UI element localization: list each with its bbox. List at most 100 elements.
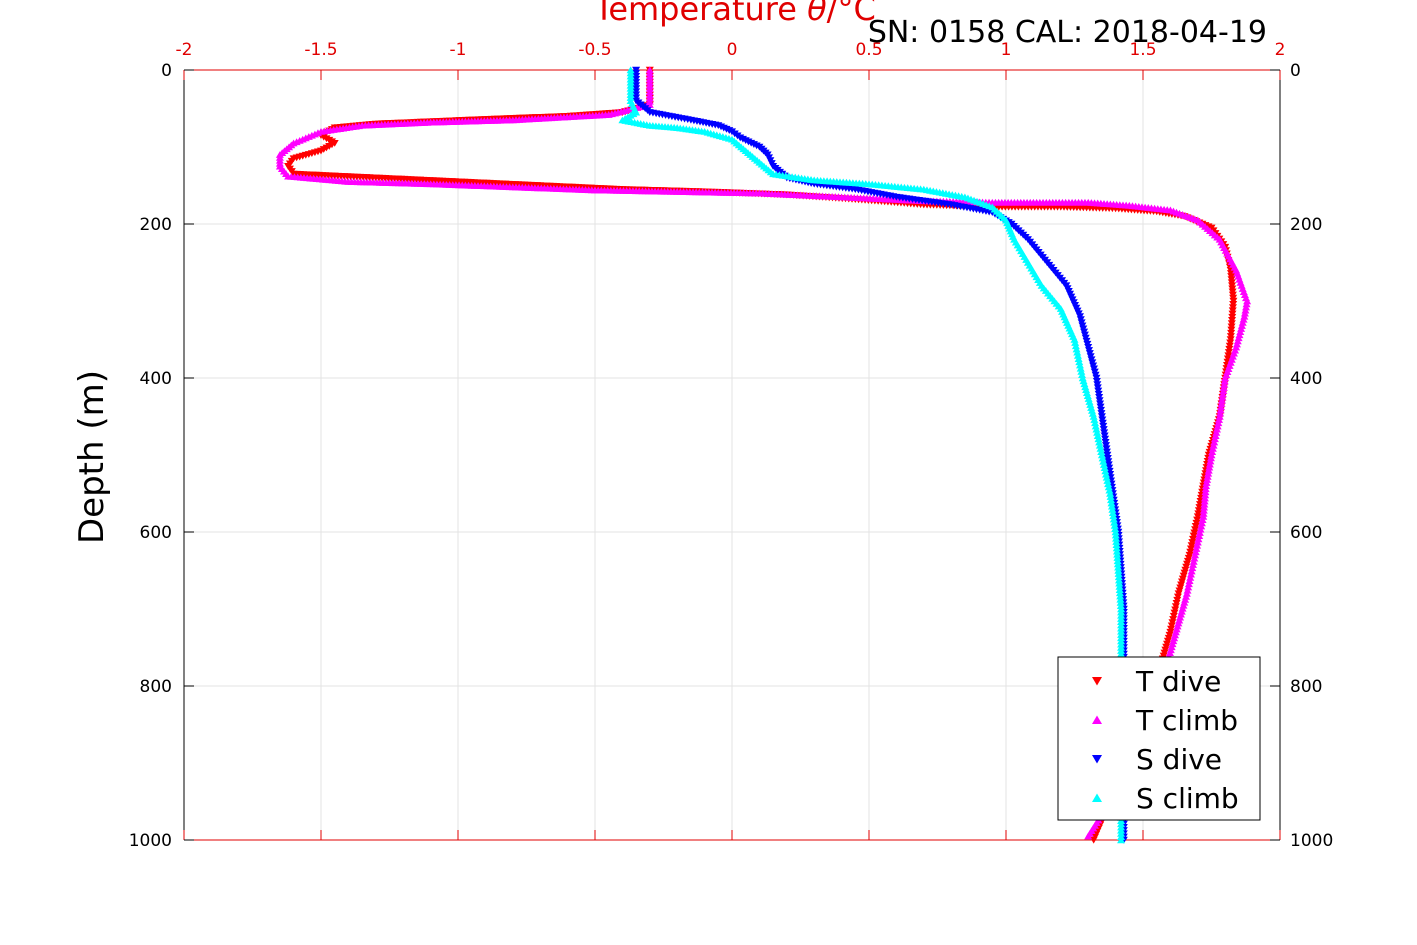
data-point — [1072, 345, 1081, 353]
data-point — [1201, 491, 1210, 499]
y-tick-label-left: 800 — [140, 677, 172, 697]
data-point — [1098, 454, 1107, 462]
data-point — [1211, 432, 1220, 439]
y-tick-label-right: 800 — [1290, 677, 1322, 697]
y-tick-label-right: 600 — [1290, 523, 1322, 543]
y-tick-label-left: 400 — [140, 369, 172, 389]
data-point — [1187, 567, 1196, 575]
data-point — [1191, 548, 1200, 556]
data-point — [1093, 432, 1102, 439]
data-point — [1097, 451, 1106, 459]
data-point — [1193, 541, 1202, 549]
data-point — [1084, 832, 1093, 840]
legend-marker — [1092, 755, 1102, 764]
data-point — [1183, 586, 1192, 594]
data-point — [1243, 297, 1252, 305]
data-series — [275, 66, 1252, 844]
title-unit: /°C — [827, 0, 876, 28]
data-point — [1114, 563, 1123, 571]
chart-title: Temperature θ/°C — [593, 0, 876, 28]
data-point — [1075, 358, 1084, 366]
legend-box — [1057, 656, 1261, 821]
data-point — [1205, 463, 1214, 471]
data-point — [1203, 472, 1212, 480]
data-point — [1201, 488, 1210, 496]
data-point — [1184, 580, 1193, 588]
data-point — [1115, 586, 1124, 593]
data-point — [1107, 496, 1116, 504]
data-point — [1196, 525, 1205, 533]
data-point — [1113, 560, 1122, 568]
legend-label: S dive — [1136, 743, 1222, 776]
y-tick-label-right: 1000 — [1290, 831, 1333, 851]
data-point — [1201, 485, 1210, 493]
data-point — [1090, 416, 1099, 423]
data-point — [1112, 547, 1121, 555]
data-point — [1097, 448, 1106, 455]
data-point — [1193, 538, 1202, 546]
data-point — [1101, 467, 1110, 475]
data-point — [1115, 589, 1124, 597]
data-point — [1215, 416, 1224, 423]
data-point — [1218, 396, 1227, 404]
data-point — [1212, 428, 1221, 436]
legend-marker — [1092, 715, 1102, 724]
data-point — [1116, 602, 1125, 609]
x-tick-label: -1 — [450, 40, 467, 60]
title-prefix: Temperature — [593, 0, 807, 28]
data-point — [1099, 461, 1108, 468]
y-axis-label: Depth (m) — [72, 370, 112, 544]
data-point — [1216, 406, 1225, 414]
data-point — [1217, 403, 1226, 411]
data-point — [1200, 494, 1209, 502]
data-point — [1192, 545, 1201, 552]
data-point — [1078, 371, 1087, 378]
data-point — [1073, 348, 1082, 356]
data-point — [1111, 528, 1120, 536]
data-point — [1240, 309, 1249, 317]
data-point — [1075, 361, 1084, 369]
x-tick-label: -0.5 — [578, 40, 611, 60]
y-tick-label-left: 600 — [140, 523, 172, 543]
data-point — [1214, 419, 1223, 427]
data-point — [1189, 557, 1198, 565]
y-tick-label-right: 200 — [1290, 215, 1322, 235]
data-point — [1208, 448, 1217, 455]
data-point — [1198, 516, 1207, 524]
data-point — [1215, 412, 1224, 420]
data-point — [1076, 364, 1085, 372]
data-point — [1115, 582, 1124, 590]
data-point — [1216, 409, 1225, 417]
x-tick-label: -2 — [176, 40, 193, 60]
serial-calibration-annotation: SN: 0158 CAL: 2018-04-19 — [868, 15, 1267, 50]
data-point — [1104, 483, 1113, 491]
data-point — [1188, 564, 1197, 572]
data-point — [1114, 573, 1123, 581]
data-point — [1111, 525, 1120, 532]
data-point — [1116, 592, 1125, 600]
data-point — [1199, 506, 1208, 514]
data-point — [1113, 550, 1122, 558]
data-point — [1204, 466, 1213, 474]
data-point — [1241, 306, 1250, 314]
legend-label: T dive — [1135, 665, 1221, 698]
data-point — [1071, 339, 1080, 346]
y-tick-label-right: 400 — [1290, 369, 1322, 389]
data-point — [1186, 570, 1195, 578]
y-tick-label-left: 1000 — [129, 831, 172, 851]
data-point — [1220, 380, 1229, 388]
legend-marker — [1092, 677, 1102, 686]
data-point — [1210, 435, 1219, 443]
title-symbol: θ — [807, 0, 827, 28]
data-point — [1221, 374, 1230, 382]
data-point — [1116, 595, 1125, 603]
legend-marker — [1092, 793, 1102, 802]
data-point — [1092, 425, 1101, 433]
data-point — [1074, 355, 1083, 362]
data-point — [1191, 551, 1200, 559]
data-point — [1102, 473, 1111, 481]
data-point — [1099, 457, 1108, 465]
data-point — [1212, 425, 1221, 433]
data-point — [1114, 566, 1123, 574]
data-point — [1202, 479, 1211, 486]
